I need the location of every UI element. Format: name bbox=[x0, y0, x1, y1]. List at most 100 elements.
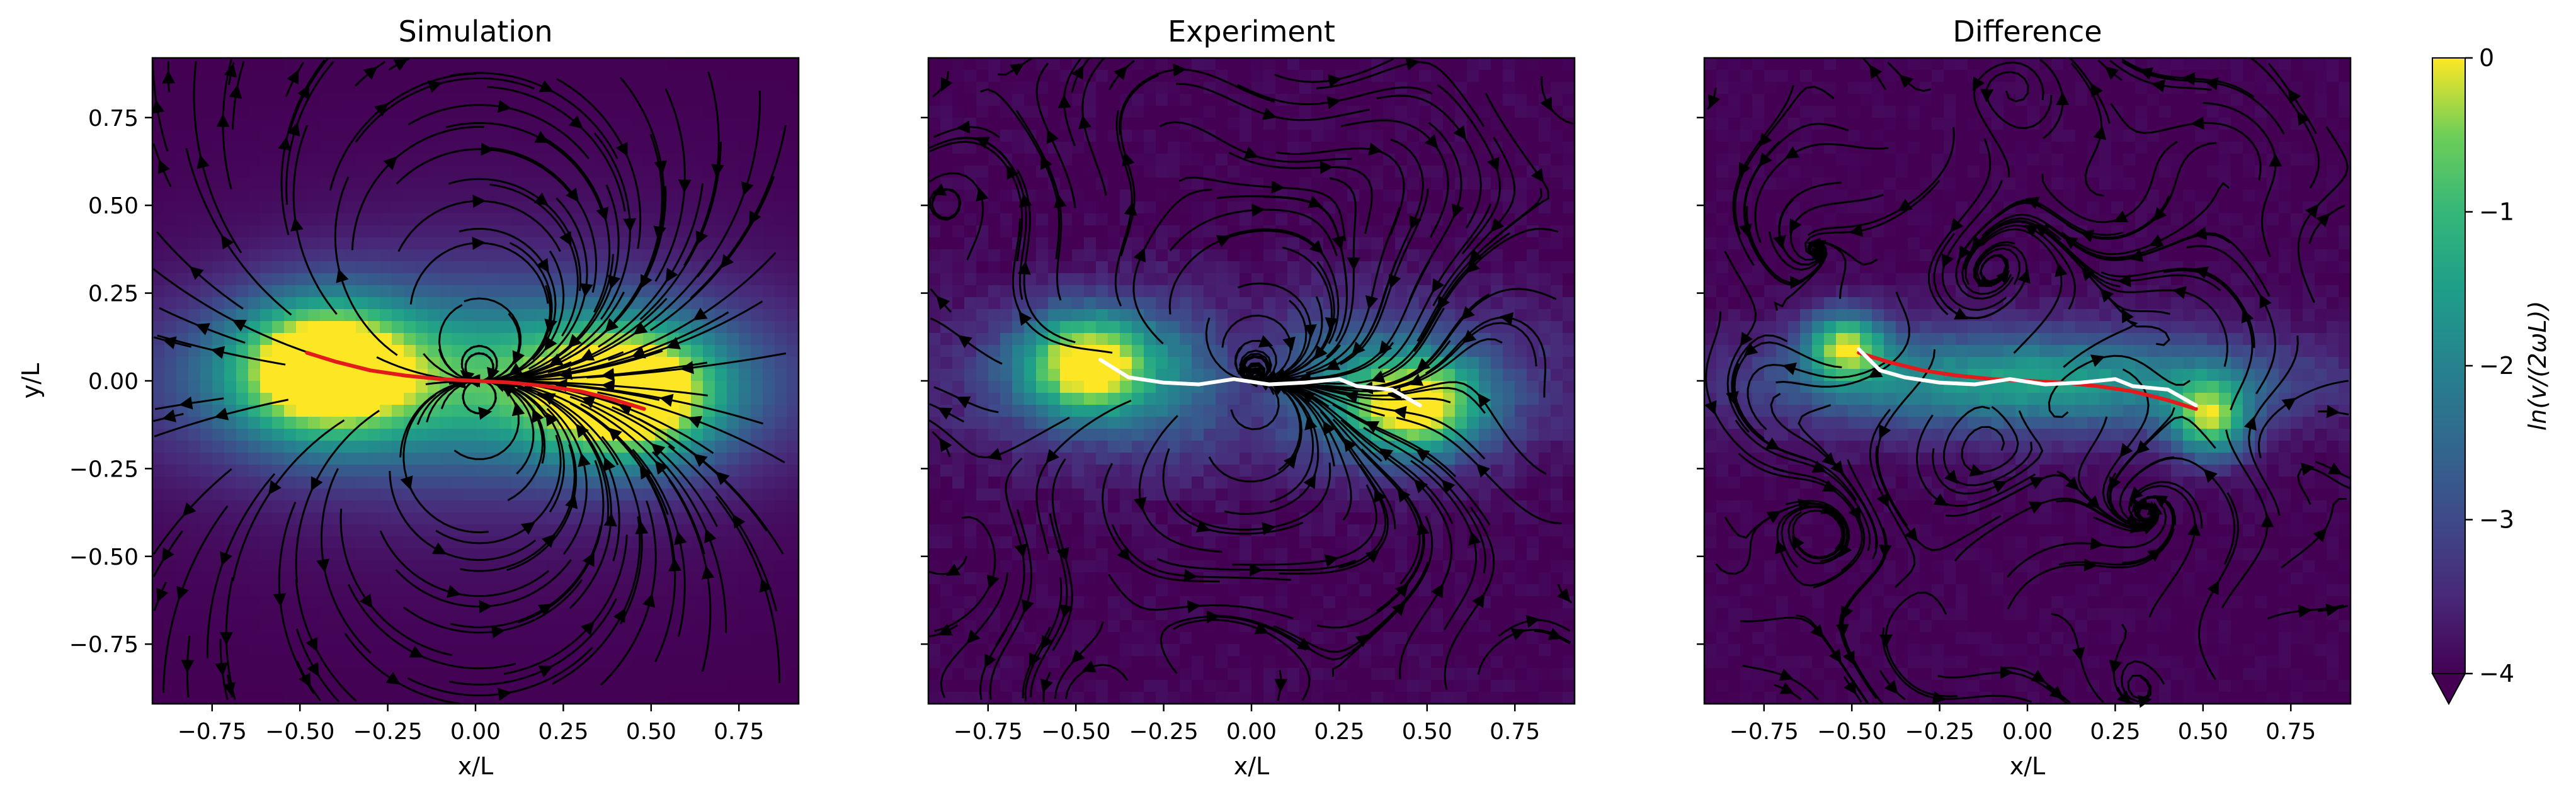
heatmap-cell bbox=[976, 82, 989, 94]
heatmap-cell bbox=[1012, 572, 1025, 585]
heatmap-cell bbox=[404, 465, 416, 477]
heatmap-cell bbox=[368, 644, 380, 657]
heatmap-cell bbox=[763, 58, 775, 71]
heatmap-cell bbox=[928, 680, 941, 692]
heatmap-cell bbox=[763, 82, 775, 94]
heatmap-cell bbox=[200, 512, 213, 525]
heatmap-cell bbox=[499, 58, 512, 71]
heatmap-cell bbox=[464, 656, 476, 669]
heatmap-cell bbox=[1036, 692, 1049, 704]
heatmap-cell bbox=[1108, 417, 1120, 429]
heatmap-cell bbox=[272, 536, 285, 549]
heatmap-cell bbox=[1144, 584, 1156, 597]
heatmap-cell bbox=[452, 166, 464, 178]
heatmap-cell bbox=[667, 644, 680, 657]
heatmap-cell bbox=[1132, 524, 1144, 537]
heatmap-cell bbox=[464, 213, 476, 226]
heatmap-cell bbox=[1180, 297, 1192, 310]
heatmap-cell bbox=[248, 369, 261, 381]
heatmap-cell bbox=[260, 692, 273, 704]
heatmap-cell bbox=[260, 213, 273, 226]
heatmap-cell bbox=[332, 82, 345, 94]
streamline bbox=[221, 669, 229, 701]
heatmap-cell bbox=[404, 560, 416, 573]
heatmap-cell bbox=[667, 369, 680, 381]
heatmap-cell bbox=[416, 453, 428, 465]
heatmap-cell bbox=[404, 357, 416, 370]
heatmap-cell bbox=[296, 189, 309, 202]
heatmap-cell bbox=[511, 536, 524, 549]
heatmap-cell bbox=[988, 500, 1001, 513]
heatmap-cell bbox=[476, 441, 488, 453]
streamline bbox=[181, 635, 195, 674]
heatmap-cell bbox=[487, 608, 500, 621]
heatmap-cell bbox=[1204, 656, 1216, 669]
heatmap-cell bbox=[236, 225, 249, 238]
heatmap-cell bbox=[1156, 285, 1168, 298]
heatmap-cell bbox=[260, 261, 273, 274]
heatmap-cell bbox=[380, 572, 392, 585]
heatmap-cell bbox=[1180, 70, 1192, 82]
heatmap-cell bbox=[499, 261, 512, 274]
heatmap-cell bbox=[787, 453, 799, 465]
heatmap-cell bbox=[763, 393, 775, 405]
heatmap-cell bbox=[308, 106, 321, 118]
heatmap-cell bbox=[751, 178, 763, 190]
heatmap-cell bbox=[308, 357, 321, 370]
heatmap-cell bbox=[619, 692, 632, 704]
heatmap-cell bbox=[344, 249, 356, 262]
heatmap-cell bbox=[392, 142, 404, 154]
heatmap-cell bbox=[1204, 572, 1216, 585]
heatmap-cell bbox=[1299, 178, 1312, 190]
heatmap-cell bbox=[1240, 261, 1252, 274]
heatmap-cell bbox=[988, 381, 1001, 393]
heatmap-cell bbox=[404, 500, 416, 513]
heatmap-cell bbox=[428, 189, 440, 202]
heatmap-cell bbox=[787, 273, 799, 286]
heatmap-cell bbox=[1036, 572, 1049, 585]
heatmap-cell bbox=[1048, 297, 1061, 310]
heatmap-cell bbox=[1132, 477, 1144, 489]
heatmap-cell bbox=[739, 201, 751, 214]
heatmap-cell bbox=[1132, 632, 1144, 645]
heatmap-cell bbox=[1012, 692, 1025, 704]
heatmap-cell bbox=[1192, 429, 1204, 441]
heatmap-cell bbox=[607, 608, 620, 621]
heatmap-cell bbox=[164, 369, 177, 381]
heatmap-cell bbox=[1048, 500, 1061, 513]
heatmap-cell bbox=[1168, 632, 1180, 645]
heatmap-cell bbox=[1096, 524, 1108, 537]
heatmap-cell bbox=[320, 285, 333, 298]
heatmap-cell bbox=[1275, 58, 1288, 71]
heatmap-cell bbox=[308, 201, 321, 214]
heatmap-cell bbox=[1000, 405, 1013, 417]
heatmap-cell bbox=[1204, 393, 1216, 405]
heatmap-cell bbox=[511, 500, 524, 513]
streamline bbox=[151, 99, 169, 152]
heatmap-cell bbox=[464, 58, 476, 71]
streamline bbox=[399, 382, 459, 458]
heatmap-cell bbox=[703, 369, 715, 381]
heatmap-cell bbox=[535, 692, 548, 704]
heatmap-cell bbox=[164, 321, 177, 334]
heatmap-cell bbox=[631, 178, 644, 190]
streamline bbox=[316, 468, 339, 573]
heatmap-cell bbox=[476, 632, 488, 645]
heatmap-cell bbox=[392, 309, 404, 322]
heatmap-cell bbox=[260, 381, 273, 393]
streamline bbox=[612, 406, 699, 459]
heatmap-cell bbox=[1204, 285, 1216, 298]
heatmap-cell bbox=[380, 441, 392, 453]
heatmap-cell bbox=[547, 453, 560, 465]
heatmap-cell bbox=[655, 692, 668, 704]
heatmap-cell bbox=[416, 189, 428, 202]
heatmap-cell bbox=[428, 142, 440, 154]
heatmap-cell bbox=[1132, 225, 1144, 238]
heatmap-cell bbox=[487, 429, 500, 441]
heatmap-cell bbox=[212, 465, 225, 477]
heatmap-cell bbox=[368, 417, 380, 429]
heatmap-cell bbox=[176, 620, 189, 633]
heatmap-cell bbox=[344, 82, 356, 94]
heatmap-cell bbox=[344, 189, 356, 202]
heatmap-cell bbox=[1168, 644, 1180, 657]
